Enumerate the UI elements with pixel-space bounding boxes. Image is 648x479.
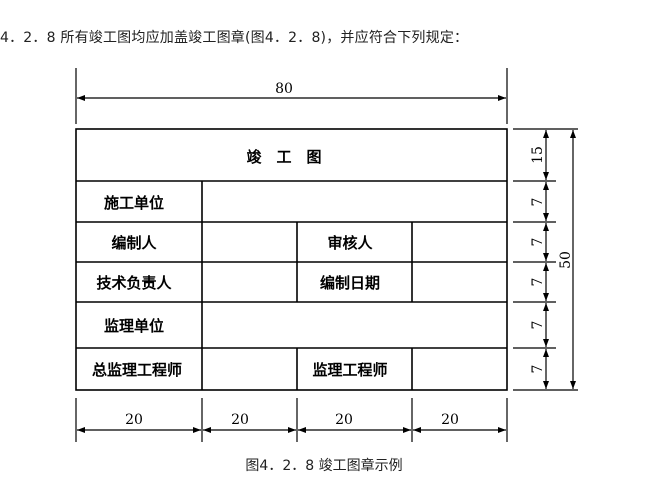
cell-compiler: 编制人 [111, 234, 157, 252]
right-dimension [513, 128, 578, 391]
dim-total-height: 50 [558, 251, 574, 269]
cell-supervision-unit: 监理单位 [104, 317, 164, 335]
dim-col-3: 20 [335, 412, 353, 428]
figure-caption: 图4．2．8 竣工图章示例 [245, 458, 403, 474]
cell-compile-date: 编制日期 [320, 274, 380, 292]
dim-col-1: 20 [125, 412, 143, 428]
bottom-dimension [75, 398, 508, 442]
dim-row-5: 7 [530, 321, 546, 330]
cell-chief-supervisor: 总监理工程师 [92, 361, 182, 379]
top-dimension [75, 68, 508, 124]
cell-supervisor: 监理工程师 [312, 361, 387, 379]
stamp-title: 竣 工 图 [246, 148, 321, 166]
dim-row-3: 7 [530, 238, 546, 247]
section-heading: 4．2．8 所有竣工图均应加盖竣工图章(图4．2．8)，并应符合下列规定： [0, 30, 469, 46]
dim-row-4: 7 [530, 278, 546, 287]
dim-col-2: 20 [231, 412, 249, 428]
dim-total-width: 80 [275, 81, 293, 97]
stamp-table [75, 128, 508, 391]
cell-reviewer: 审核人 [327, 234, 373, 252]
cell-construction-unit: 施工单位 [104, 194, 164, 212]
dim-row-2: 7 [530, 198, 546, 207]
dim-row-1: 15 [530, 146, 546, 164]
dim-col-4: 20 [441, 412, 459, 428]
dim-row-6: 7 [530, 365, 546, 374]
cell-technical-lead: 技术负责人 [96, 274, 172, 292]
